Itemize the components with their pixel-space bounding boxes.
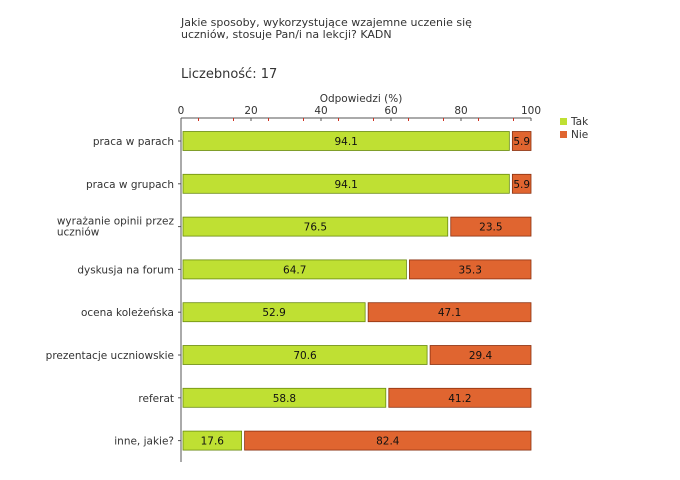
category-label: dyskusja na forum <box>77 264 174 276</box>
bar-tak <box>182 259 407 280</box>
value-label-nie: 5.9 <box>513 179 530 191</box>
bar-tak <box>182 131 510 151</box>
x-tick-label: 0 <box>178 105 185 117</box>
bar-nie <box>511 131 532 151</box>
sample-size-label: Liczebność: <box>181 67 257 82</box>
bar-nie <box>450 216 532 237</box>
bar-tak <box>182 173 510 194</box>
value-label-nie: 23.5 <box>479 222 502 234</box>
category-label: referat <box>138 393 174 405</box>
category-label: praca w grupach <box>86 179 174 191</box>
x-tick-label: 80 <box>454 105 467 117</box>
value-label-tak: 94.1 <box>334 179 357 191</box>
value-label-nie: 41.2 <box>448 393 471 405</box>
x-tick-label: 60 <box>384 105 397 117</box>
value-label-tak: 64.7 <box>283 264 306 276</box>
bar-nie <box>429 345 532 365</box>
value-label-nie: 47.1 <box>438 307 461 319</box>
value-label-tak: 94.1 <box>334 136 357 148</box>
bar-nie <box>511 173 532 194</box>
bar-tak <box>182 387 387 408</box>
bar-nie <box>388 387 532 408</box>
value-label-tak: 70.6 <box>293 350 317 362</box>
legend-swatch-nie <box>560 131 567 138</box>
category-label: ocena koleżeńska <box>81 307 174 319</box>
legend-label-tak: Tak <box>570 116 589 128</box>
legend-swatch-tak <box>560 118 567 125</box>
x-tick-label: 40 <box>314 105 327 117</box>
x-tick-label: 100 <box>521 105 541 117</box>
bar-tak <box>182 302 366 323</box>
category-label: prezentacje uczniowskie <box>46 350 174 362</box>
legend-label-nie: Nie <box>571 129 588 141</box>
sample-size: Liczebność: 17 <box>181 67 277 82</box>
value-label-tak: 58.8 <box>273 393 296 405</box>
bar-nie <box>367 302 532 323</box>
sample-size-value: 17 <box>260 67 278 82</box>
value-label-nie: 35.3 <box>459 264 482 276</box>
chart-title: Jakie sposoby, wykorzystujące wzajemne u… <box>181 16 472 41</box>
category-label: inne, jakie? <box>114 436 174 448</box>
x-tick-label: 20 <box>244 105 257 117</box>
bar-nie <box>244 430 532 451</box>
value-label-tak: 17.6 <box>201 436 225 448</box>
value-label-nie: 29.4 <box>469 350 493 362</box>
value-label-nie: 82.4 <box>376 436 400 448</box>
bar-tak <box>182 345 428 365</box>
value-label-nie: 5.9 <box>513 136 530 148</box>
bar-tak <box>182 216 449 237</box>
category-label: wyrażanie opinii przez uczniów <box>57 216 175 239</box>
category-label: praca w parach <box>93 136 174 148</box>
bar-tak <box>182 430 242 451</box>
value-label-tak: 52.9 <box>262 307 285 319</box>
x-axis-title: Odpowiedzi (%) <box>320 93 403 105</box>
value-label-tak: 76.5 <box>304 222 327 234</box>
bar-nie <box>409 259 532 280</box>
